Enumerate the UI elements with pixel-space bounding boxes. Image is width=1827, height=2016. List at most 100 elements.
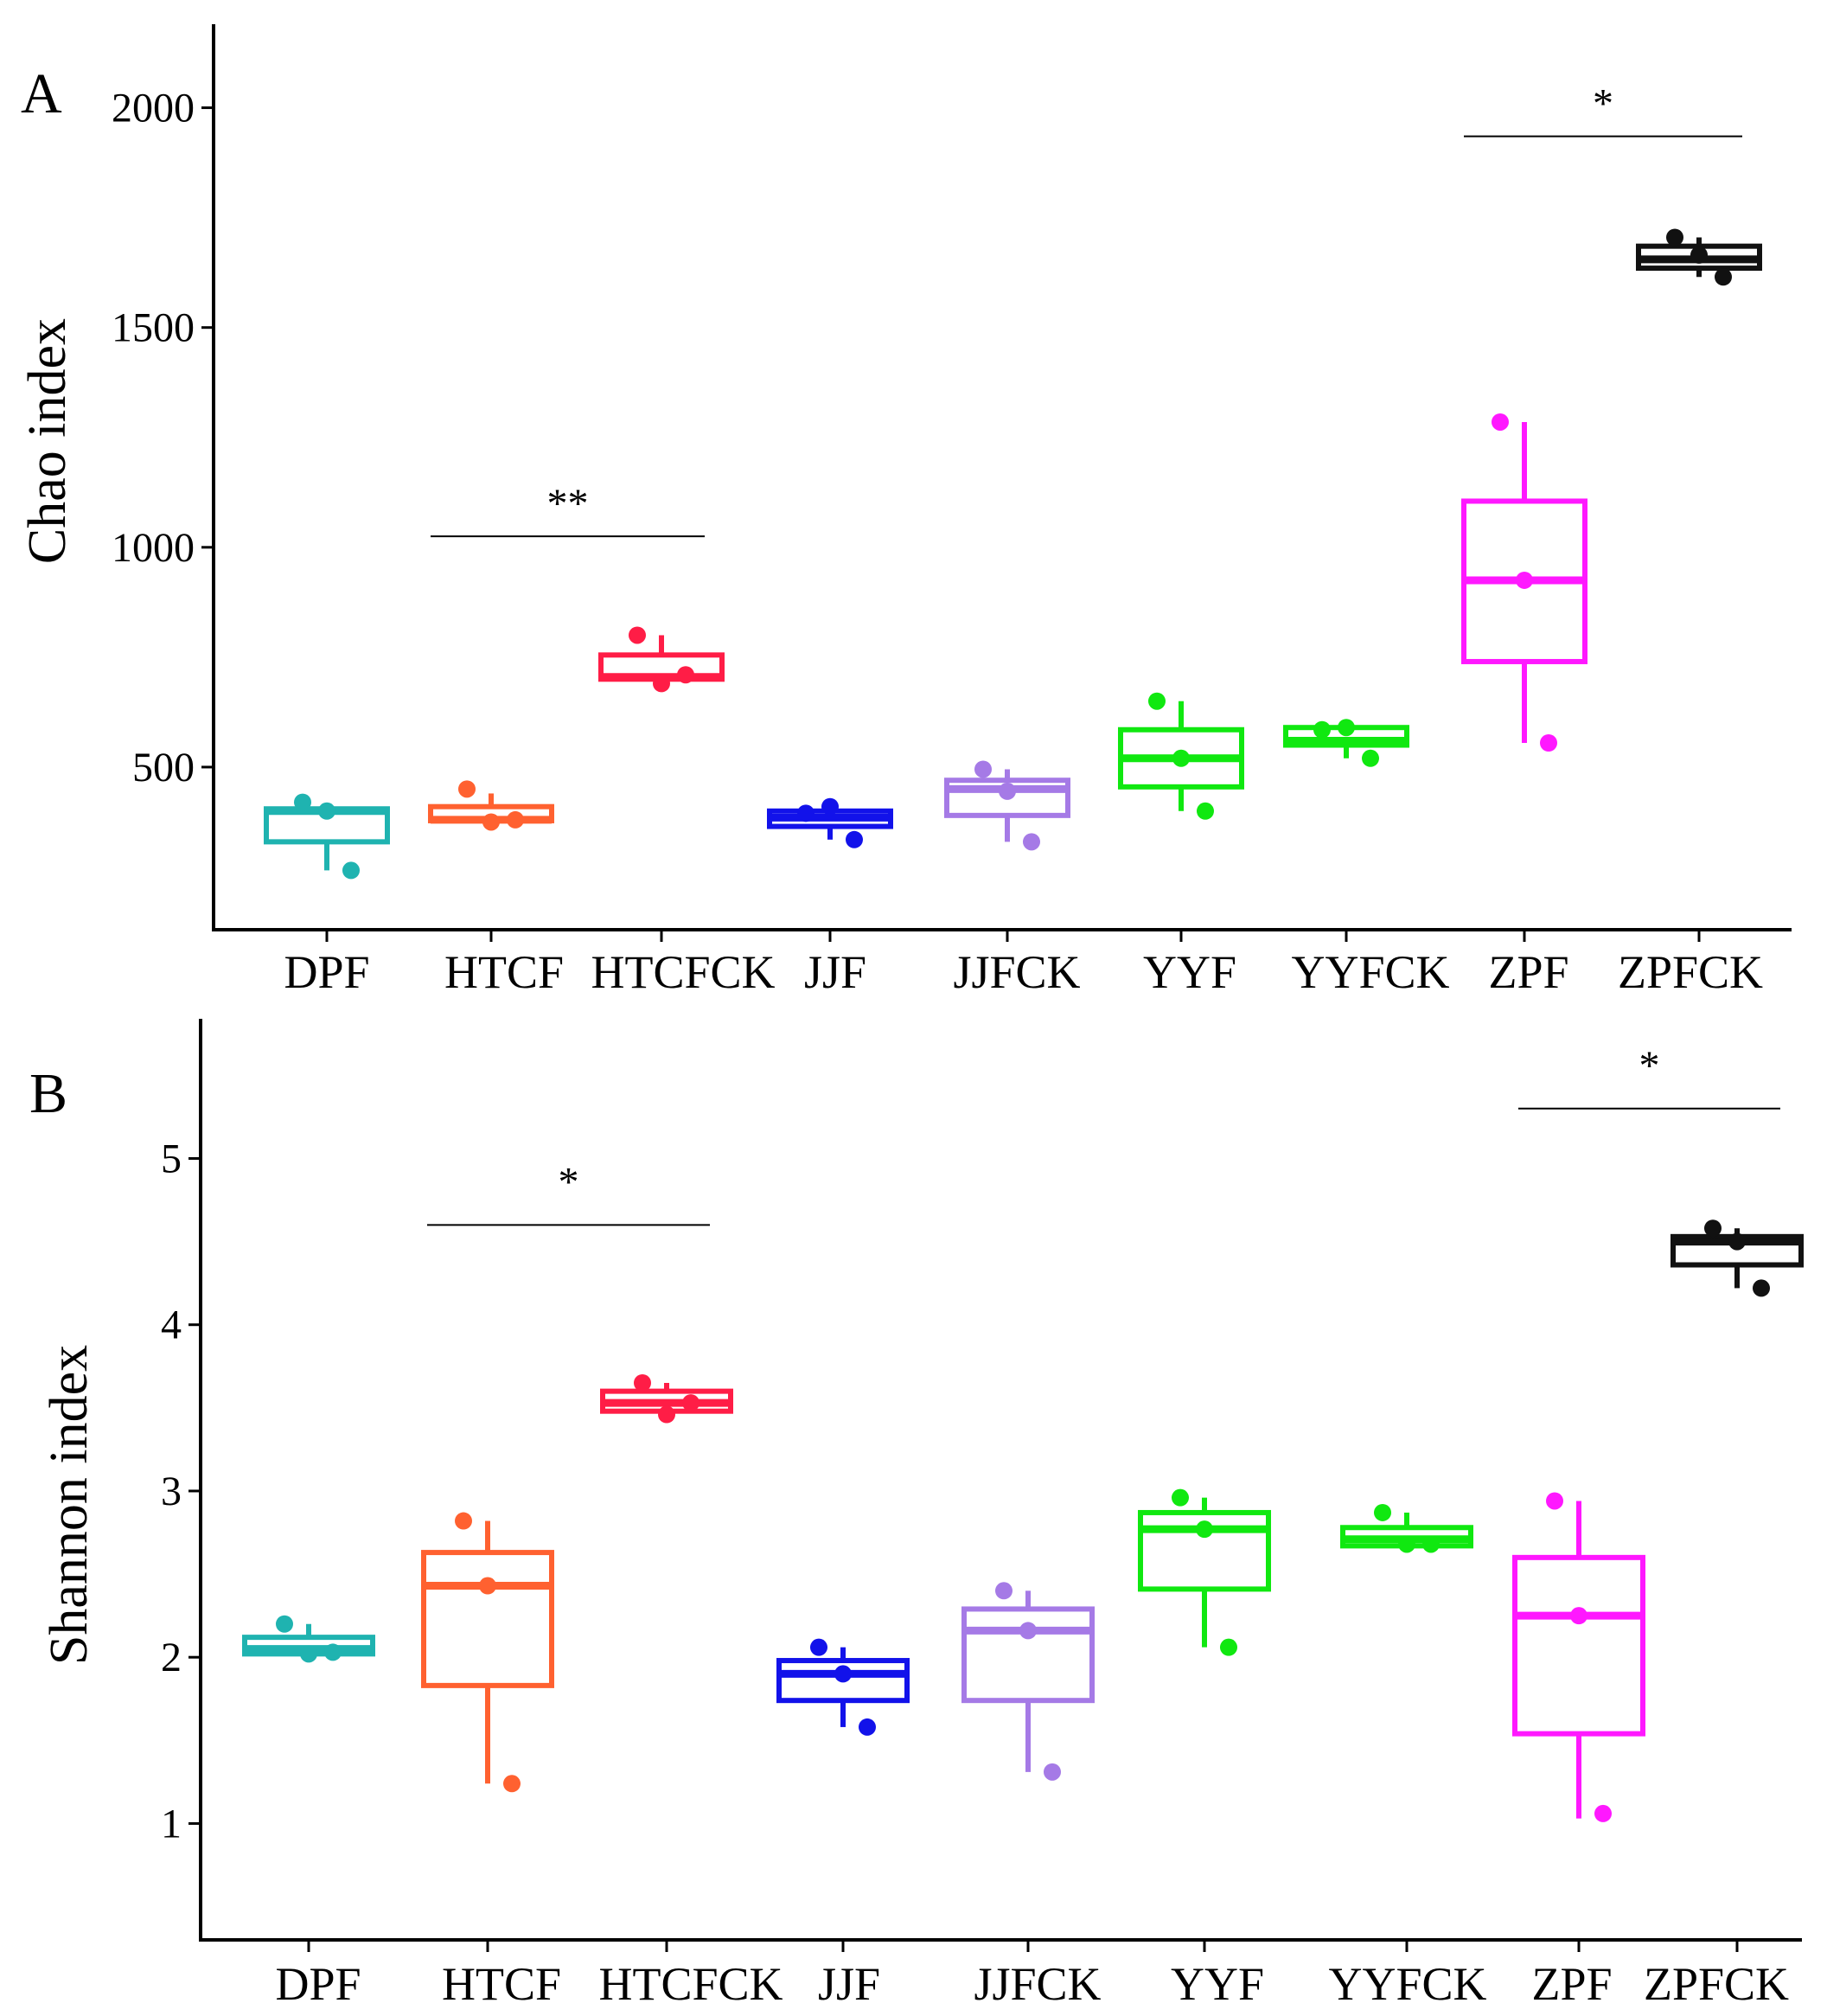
- panel-b-x-tick-label-yyfck: YYFCK: [1328, 1958, 1486, 2010]
- panel-b-y-tick-label: 3: [161, 1469, 182, 1514]
- panel-b-x-tick-label-htcfck: HTCFCK: [598, 1958, 783, 2010]
- panel-b-htcf-point: [503, 1775, 521, 1793]
- panel-a-yyf-point: [1172, 749, 1190, 767]
- panel-b-x-tick-label-dpf: DPF: [275, 1958, 361, 2010]
- panel-a-zpfck-point: [1690, 246, 1708, 264]
- panel-a-y-tick-label: 500: [132, 745, 195, 790]
- panel-b-yyf-point: [1172, 1488, 1189, 1507]
- panel-b-jjfck-point: [1019, 1622, 1037, 1640]
- panel-a-dpf-point: [342, 861, 360, 880]
- panel-b-htcfck-series: [600, 1374, 733, 1424]
- panel-b-zpf-point: [1546, 1492, 1563, 1510]
- panel-b-group: B Shannon index 1 2 3 4 5 DPF HTCF HTCFCK JJF JJFCK…: [29, 1019, 1804, 2010]
- panel-a-htcfck-point: [677, 666, 694, 684]
- panel-b-yyfck-series: [1340, 1503, 1473, 1553]
- panel-a-dpf-point: [318, 802, 335, 820]
- panel-b-dpf-point: [276, 1615, 293, 1633]
- panel-b-zpfck-point: [1728, 1232, 1746, 1251]
- panel-a-zpf-point: [1540, 733, 1557, 752]
- panel-a-zpf-series: [1461, 413, 1587, 752]
- panel-b-zpf-point: [1594, 1804, 1612, 1822]
- panel-b-zpf-point: [1570, 1607, 1587, 1625]
- panel-a-jjfck-series: [944, 760, 1070, 851]
- panel-b-yyfck-point: [1422, 1535, 1440, 1553]
- panel-a-jjfck-point: [1023, 833, 1040, 851]
- panel-a-zpfck-point: [1715, 268, 1732, 286]
- panel-b-x-tick-label-jjfck: JJFCK: [974, 1958, 1101, 2010]
- panel-b-zpfck-series: [1670, 1219, 1804, 1297]
- panel-b-dpf-point: [324, 1643, 342, 1661]
- panel-a-group: A Chao index 500 1000 1500 2000 DPF HTCF HTCFCK J…: [18, 24, 1792, 998]
- panel-a-y-tick-label: 1500: [112, 305, 195, 351]
- panel-b-jjfck-series: [961, 1582, 1095, 1781]
- panel-a-zpf-point: [1492, 413, 1509, 431]
- panel-b-x-tick-label-yyf: YYF: [1171, 1958, 1264, 2010]
- panel-b-jjfck-point: [995, 1582, 1013, 1600]
- panel-a-x-tick-label-zpfck: ZPFCK: [1618, 946, 1763, 998]
- panel-b-x-tick-label-jjf: JJF: [818, 1958, 880, 2010]
- panel-a-jjfck-point: [999, 782, 1016, 800]
- panel-b-htcfck-point: [682, 1394, 699, 1412]
- panel-b-htcfck-point: [658, 1405, 675, 1424]
- panel-b-jjfck-point: [1044, 1763, 1061, 1781]
- panel-b-significance-label-0: *: [559, 1159, 579, 1205]
- panel-a-yyf-point: [1197, 802, 1214, 820]
- panel-a-zpfck-point: [1666, 228, 1683, 246]
- panel-b-dpf-point: [300, 1645, 317, 1663]
- panel-a-htcfck-series: [598, 626, 725, 693]
- panel-a-significance-label-1: *: [1593, 81, 1613, 127]
- panel-a-x-tick-label-zpf: ZPF: [1488, 946, 1568, 998]
- panel-b-htcf-box: [421, 1550, 554, 1688]
- panel-b-zpf-box: [1512, 1554, 1645, 1737]
- panel-a-dpf-point: [294, 793, 311, 811]
- panel-b-yyfck-point: [1374, 1503, 1391, 1521]
- panel-a-y-tick-label: 1000: [112, 525, 195, 571]
- panel-a-x-tick-label-htcfck: HTCFCK: [591, 946, 775, 998]
- panel-a-yyf-series: [1118, 692, 1244, 820]
- panel-a-x-tick-label-jjfck: JJFCK: [953, 946, 1080, 998]
- panel-b-jjf-series: [776, 1638, 910, 1736]
- panel-a-jjf-point: [846, 830, 863, 848]
- panel-a-letter: A: [21, 62, 62, 125]
- panel-b-htcfck-point: [634, 1374, 651, 1392]
- panel-a-htcf-point: [458, 780, 476, 798]
- panel-b-yyf-point: [1220, 1638, 1237, 1656]
- panel-a-x-tick-label-htcf: HTCF: [444, 946, 564, 998]
- panel-b-x-tick-label-zpfck: ZPFCK: [1644, 1958, 1789, 2010]
- panel-a-htcf-point: [482, 813, 500, 831]
- panel-b-zpfck-point: [1753, 1279, 1770, 1297]
- panel-a-yyf-point: [1148, 692, 1166, 710]
- panel-b-dpf-series: [242, 1615, 375, 1663]
- panel-a-yyfck-series: [1283, 719, 1409, 767]
- panel-b-htcf-point: [455, 1512, 472, 1530]
- panel-a-zpf-point: [1516, 571, 1533, 589]
- panel-b-jjf-point: [810, 1638, 827, 1656]
- panel-b-htcf-series: [421, 1512, 554, 1793]
- panel-a-x-tick-label-jjf: JJF: [804, 946, 866, 998]
- panel-a-htcfck-point: [629, 626, 646, 644]
- panel-b-zpf-series: [1512, 1492, 1645, 1822]
- panel-a-yyfck-point: [1313, 720, 1331, 739]
- panel-b-significance-label-1: *: [1639, 1043, 1660, 1089]
- panel-b-y-tick-label: 2: [161, 1635, 182, 1680]
- panel-a-dpf-series: [264, 793, 390, 880]
- panel-a-jjf-point: [797, 804, 814, 822]
- panel-b-zpfck-point: [1704, 1219, 1722, 1238]
- panel-a-jjf-point: [821, 797, 839, 816]
- panel-a-y-axis-title: Chao index: [18, 318, 77, 564]
- panel-a-jjf-series: [767, 797, 893, 848]
- panel-a-htcf-point: [507, 810, 524, 829]
- panel-a-significance-label-0: **: [547, 481, 589, 527]
- panel-b-jjf-point: [859, 1718, 876, 1736]
- panel-b-jjf-point: [834, 1665, 852, 1683]
- panel-b-y-axis-title: Shannon index: [40, 1345, 99, 1665]
- panel-b-htcf-point: [479, 1577, 496, 1595]
- panel-a-yyfck-point: [1362, 749, 1379, 767]
- panel-b-y-tick-label: 4: [161, 1302, 182, 1348]
- panel-b-x-tick-label-zpf: ZPF: [1531, 1958, 1612, 2010]
- panel-a-x-tick-label-yyfck: YYFCK: [1291, 946, 1449, 998]
- panel-a-y-tick-label: 2000: [112, 86, 195, 131]
- panel-a-yyfck-point: [1338, 719, 1355, 737]
- panel-b-yyf-point: [1196, 1520, 1213, 1539]
